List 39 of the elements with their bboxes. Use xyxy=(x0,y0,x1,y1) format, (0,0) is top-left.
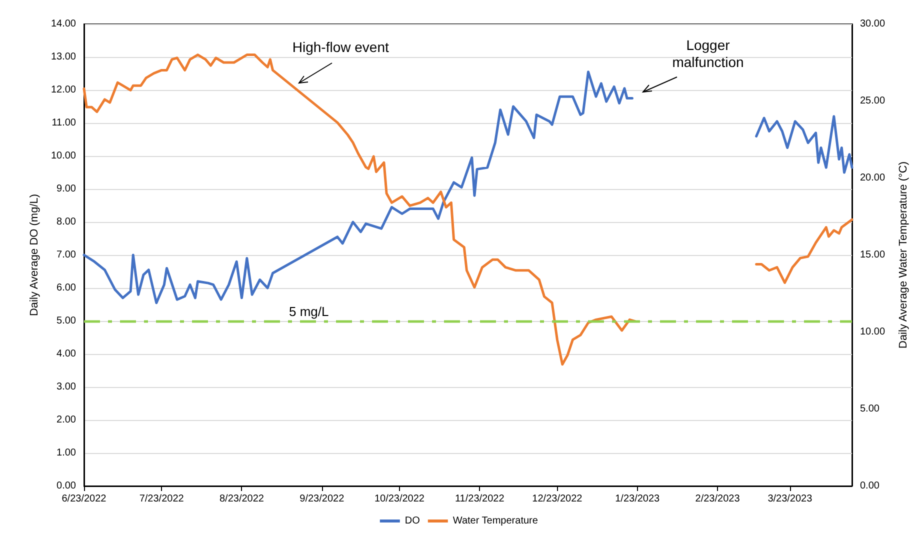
x-tick-label: 6/23/2022 xyxy=(62,494,107,504)
y-tick-label: 3.00 xyxy=(56,382,76,392)
x-tick-label: 11/23/2022 xyxy=(454,494,505,504)
legend-label: DO xyxy=(404,516,420,526)
y-tick-label: 7.00 xyxy=(56,250,76,260)
y2-tick-label: 10.00 xyxy=(860,326,886,338)
y-tick-label: 11.00 xyxy=(52,118,76,128)
y-tick-label: 1.00 xyxy=(56,448,76,458)
legend-label: Water Temperature xyxy=(452,516,538,526)
annotation: Logger malfunction xyxy=(671,37,745,71)
y2-tick-label: 15.00 xyxy=(860,250,886,260)
y-tick-label: 4.00 xyxy=(56,348,76,360)
ref-line-label: 5 mg/L xyxy=(289,304,329,319)
x-tick-label: 7/23/2022 xyxy=(139,494,184,504)
annotation: High-flow event xyxy=(291,39,390,56)
y-tick-label: 13.00 xyxy=(50,52,76,62)
y2-tick-label: 30.00 xyxy=(860,18,886,30)
y-tick-label: 9.00 xyxy=(56,184,76,194)
x-tick-label: 8/23/2022 xyxy=(219,494,264,504)
y-tick-label: 10.00 xyxy=(50,150,76,162)
x-tick-label: 9/23/2022 xyxy=(300,494,345,504)
x-tick-label: 2/23/2023 xyxy=(695,494,740,504)
y-tick-label: 2.00 xyxy=(56,414,76,426)
y-tick-label: 6.00 xyxy=(56,282,76,294)
y2-tick-label: 20.00 xyxy=(860,172,886,184)
y-tick-label: 12.00 xyxy=(50,84,76,96)
y-tick-label: 8.00 xyxy=(56,216,76,228)
x-tick-label: 10/23/2022 xyxy=(374,494,425,504)
y-tick-label: 5.00 xyxy=(56,316,76,326)
y-tick-label: 14.00 xyxy=(50,18,76,30)
y2-tick-label: 25.00 xyxy=(860,96,886,106)
y-tick-label: 0.00 xyxy=(56,480,76,492)
y2-tick-label: 5.00 xyxy=(860,404,880,414)
x-tick-label: 1/23/2023 xyxy=(615,494,660,504)
x-tick-label: 3/23/2023 xyxy=(768,494,813,504)
y2-axis-title: Daily Average Water Temperature (°C) xyxy=(898,162,910,348)
y2-tick-label: 0.00 xyxy=(860,480,880,492)
x-tick-label: 12/23/2022 xyxy=(532,494,583,504)
y-axis-title: Daily Average DO (mg/L) xyxy=(28,194,41,316)
